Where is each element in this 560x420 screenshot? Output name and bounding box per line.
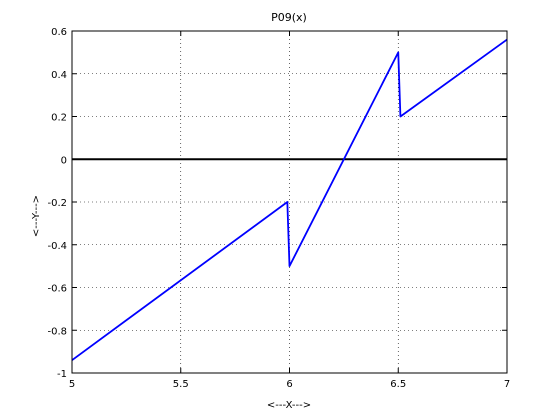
y-axis-label: <---Y---> [31,195,42,237]
y-tick-label: 0.2 [51,113,67,124]
x-tick-label: 5.5 [173,379,189,390]
y-tick-label: 0.6 [51,27,67,38]
grid-layer [72,31,507,373]
plot-frame [71,30,508,374]
y-tick-label: -0.2 [47,198,67,209]
y-tick-label: -0.6 [47,284,67,295]
y-tick-label: 0.4 [51,70,67,81]
chart-title: P09(x) [271,11,307,24]
y-tick-label: 0 [61,155,67,166]
y-tick-label: -0.8 [47,326,67,337]
x-tick-label: 7 [504,379,510,390]
y-tick-label: -1 [57,369,67,380]
x-tick-label: 6 [286,379,292,390]
y-tick-label: -0.4 [47,241,67,252]
series-line [71,38,508,361]
x-tick-label: 6.5 [390,379,406,390]
x-axis-label: <---X---> [267,400,311,411]
tick-layer: 5 5.5 6 6.5 7 -1 -0.8 -0.6 -0.4 -0.2 0 0.2 0.4 0.6 [47,27,510,390]
x-tick-label: 5 [69,379,75,390]
